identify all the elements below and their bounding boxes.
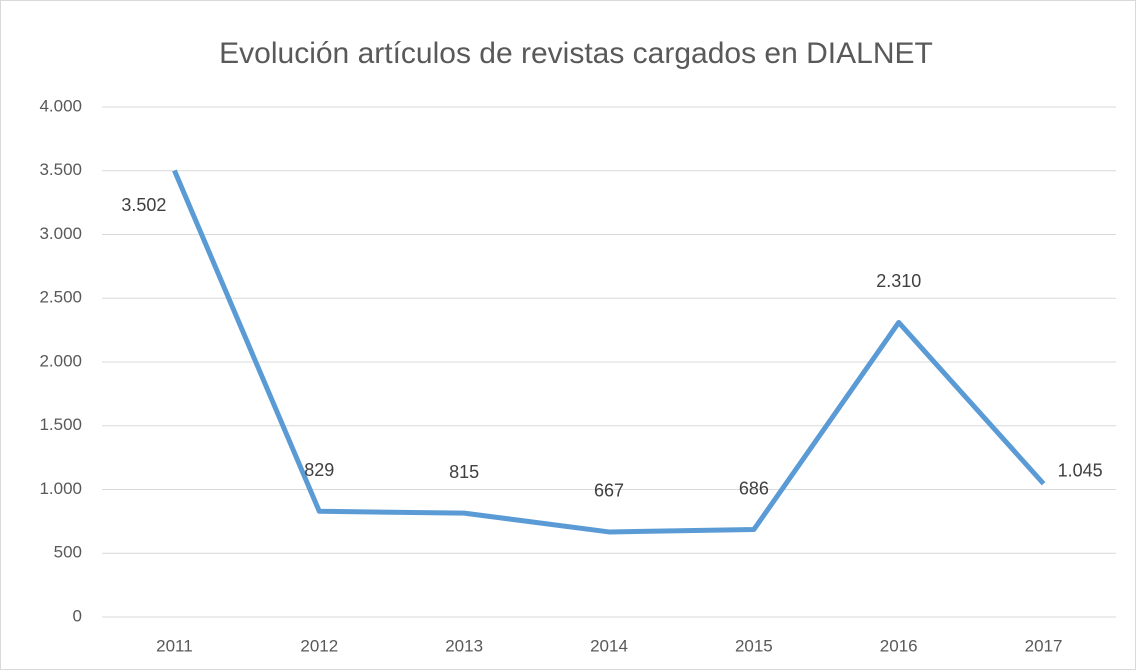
y-tick-label: 1.500 [39,415,82,434]
data-label: 1.045 [1058,461,1103,481]
y-tick-label: 0 [73,606,82,625]
x-tick-label: 2014 [590,636,628,655]
x-tick-label: 2016 [880,636,918,655]
data-label: 667 [594,481,624,501]
y-tick-label: 1.000 [39,479,82,498]
x-tick-label: 2015 [735,636,773,655]
y-tick-label: 3.500 [39,160,82,179]
y-tick-label: 4.000 [39,96,82,115]
y-tick-label: 3.000 [39,224,82,243]
x-tick-label: 2013 [445,636,483,655]
x-tick-label: 2011 [156,636,193,655]
data-label: 686 [739,478,769,498]
data-label: 829 [304,460,334,480]
chart-title: Evolución artículos de revistas cargados… [219,37,933,70]
x-tick-label: 2012 [300,636,338,655]
x-tick-label: 2017 [1025,636,1063,655]
data-label: 2.310 [876,271,921,291]
y-tick-label: 2.000 [39,351,82,370]
y-tick-label: 500 [54,543,82,562]
data-label: 815 [449,462,479,482]
data-label: 3.502 [121,195,166,215]
line-series [172,169,1046,535]
y-tick-label: 2.500 [39,288,82,307]
